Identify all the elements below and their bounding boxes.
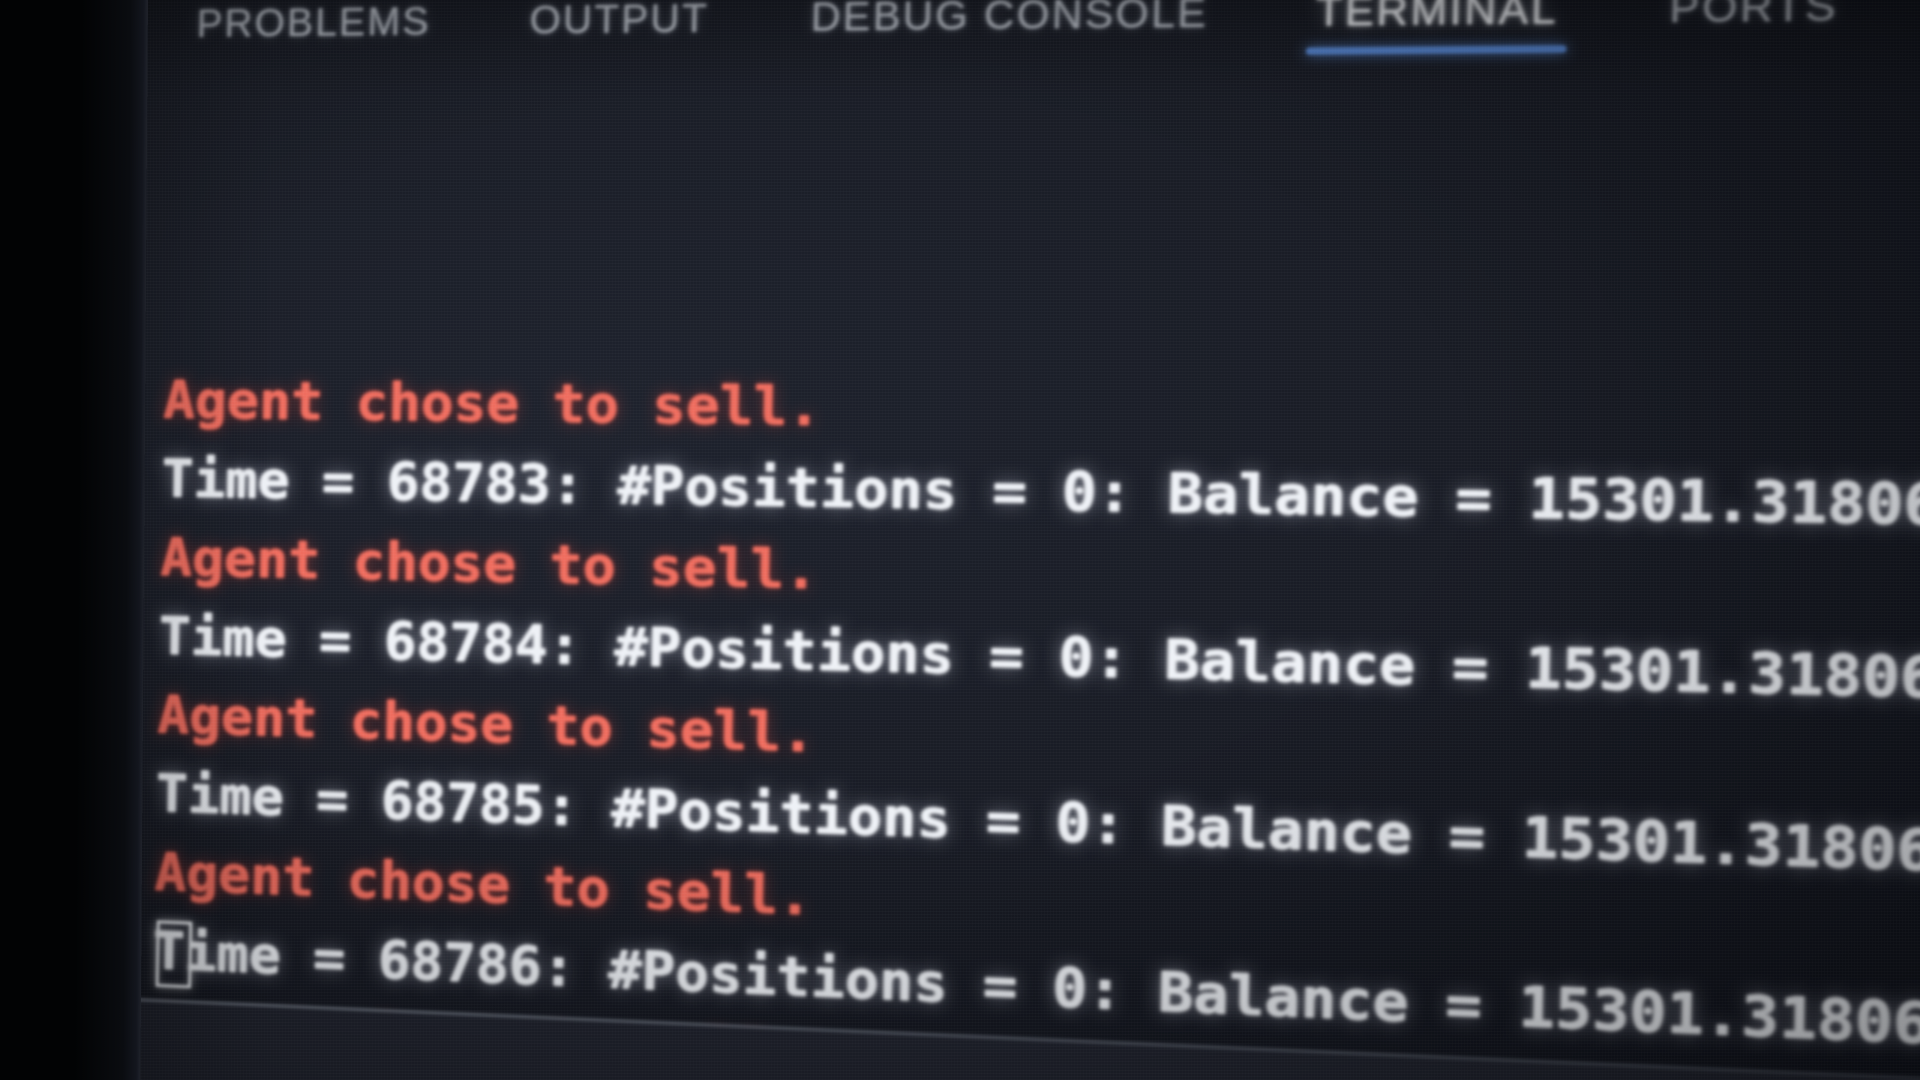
terminal-cursor: [155, 920, 193, 989]
panel-tab-ports[interactable]: PORTS: [1668, 0, 1839, 33]
terminal-output: Agent chose to sell. Time = 68783: #Posit…: [150, 113, 1920, 1080]
panel-tab-output[interactable]: OUTPUT: [529, 0, 710, 43]
monitor-bezel-left: [0, 0, 148, 1080]
panel-tab-problems[interactable]: PROBLEMS: [196, 0, 432, 47]
panel-tab-debug-console[interactable]: DEBUG CONSOLE: [810, 0, 1209, 41]
panel-tab-terminal[interactable]: TERMINAL: [1315, 0, 1558, 51]
panel-tab-bar: PROBLEMS OUTPUT DEBUG CONSOLE TERMINAL PORTS: [196, 0, 1838, 60]
